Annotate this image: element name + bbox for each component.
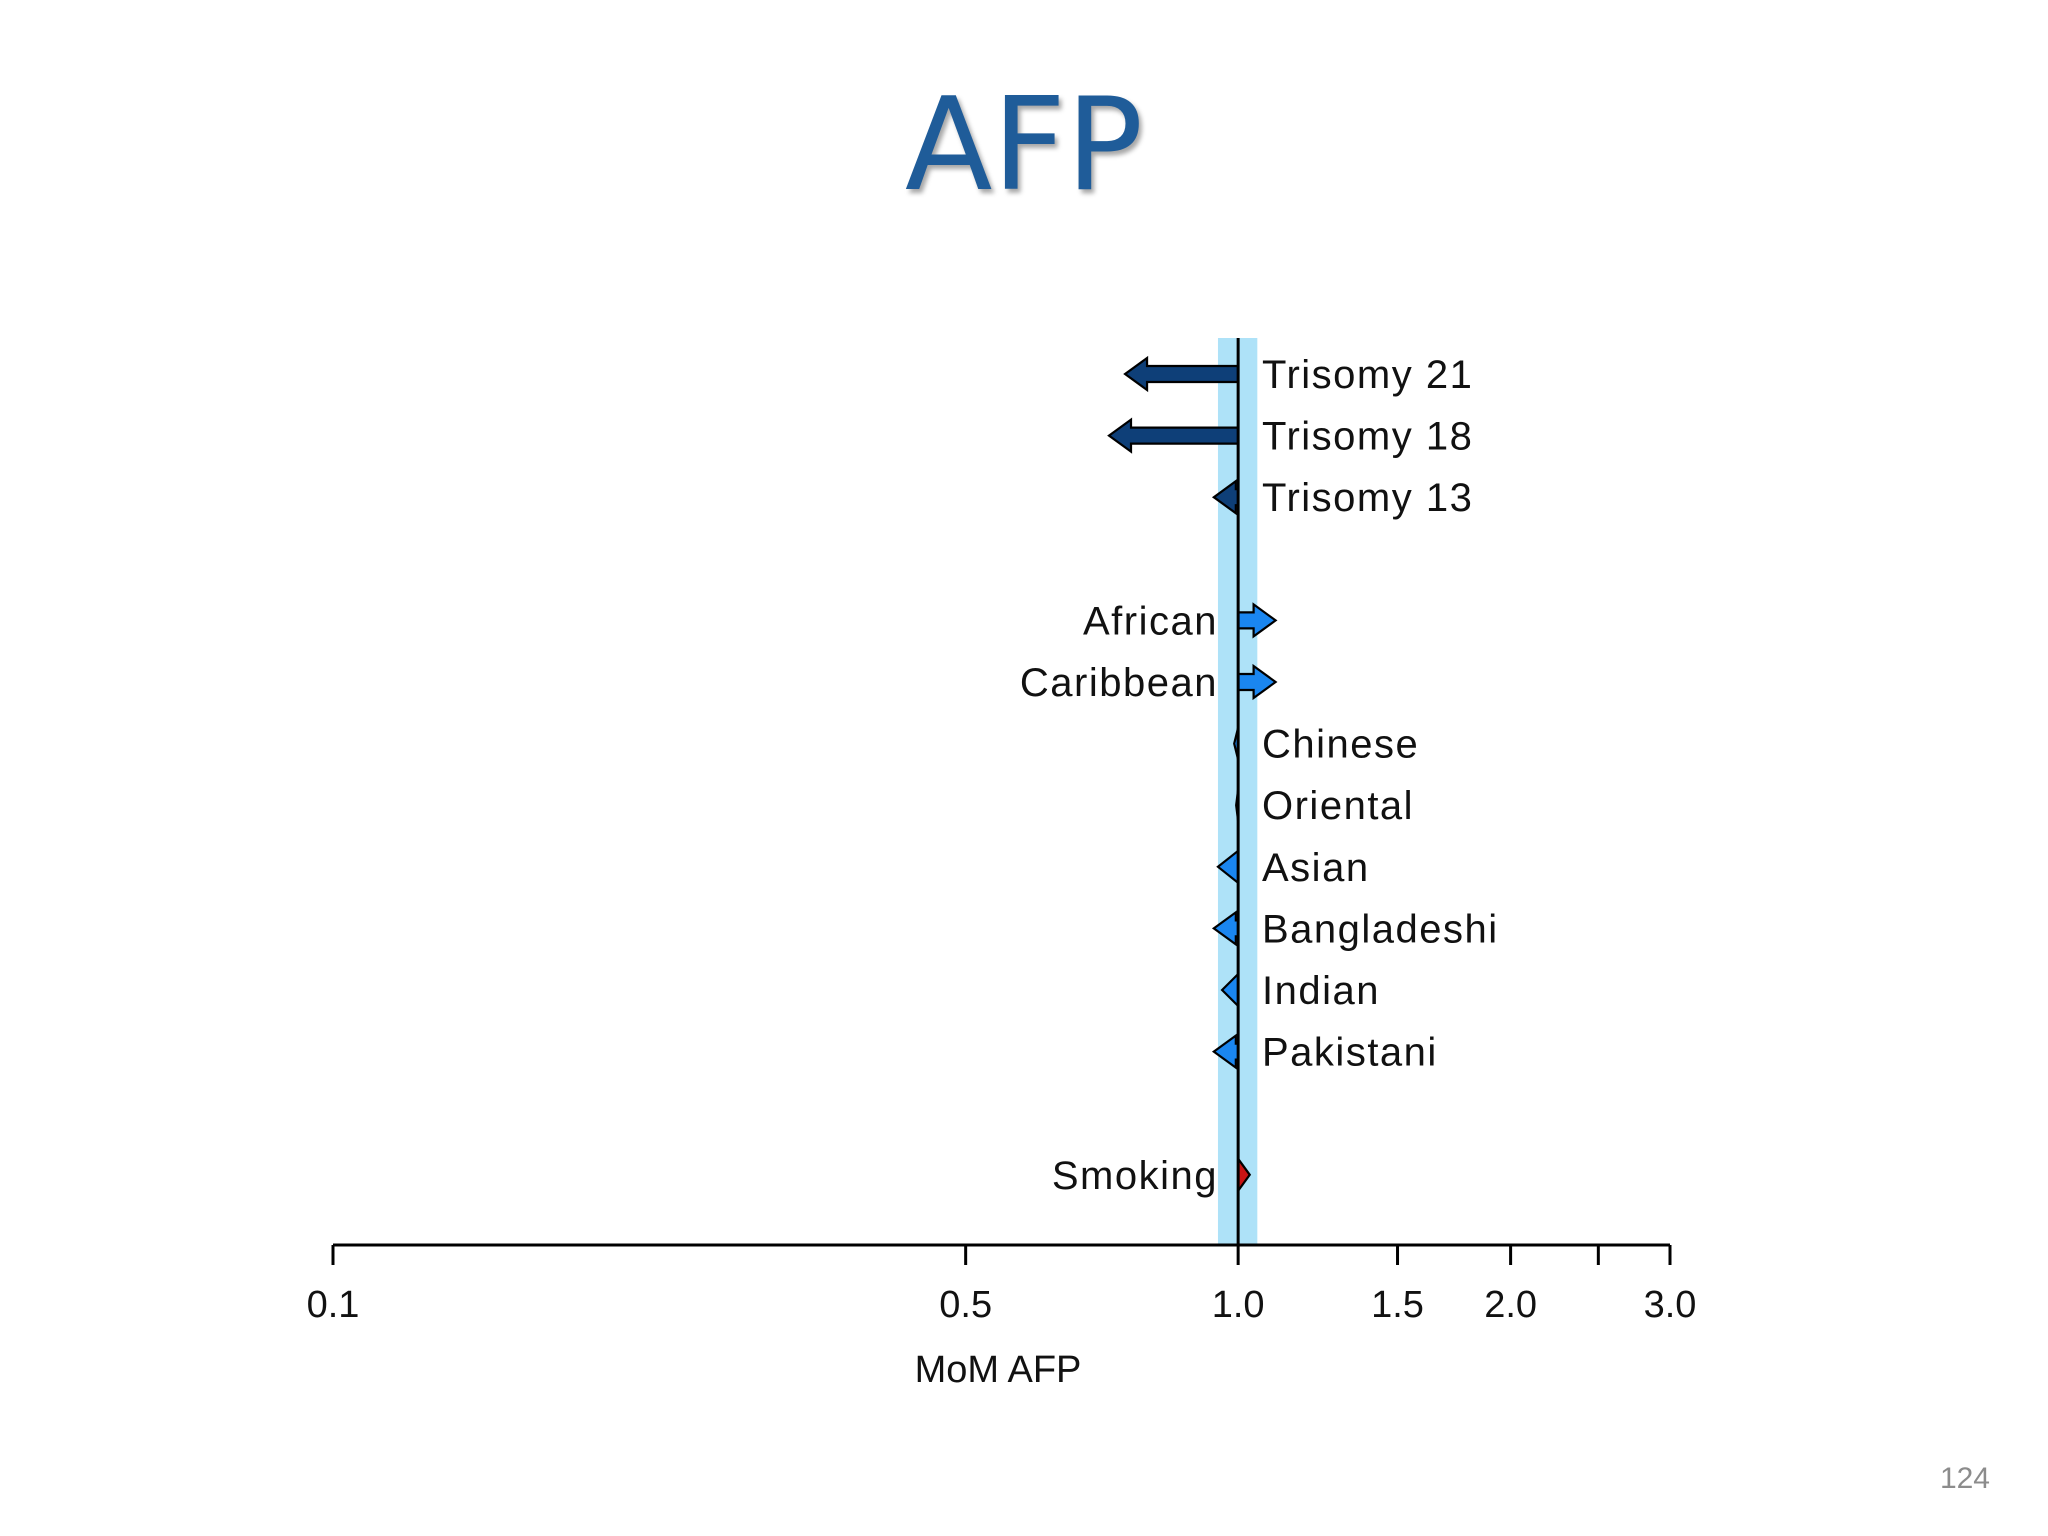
row-label-smoking: Smoking xyxy=(1052,1154,1218,1198)
x-tick-label-6: 3.0 xyxy=(1644,1284,1697,1326)
row-label-asian: Asian xyxy=(1262,846,1370,890)
row-label-trisomy-18: Trisomy 18 xyxy=(1262,415,1473,459)
row-labels: Trisomy 21 Trisomy 18 Trisomy 13 African Car… xyxy=(1020,353,1499,1198)
slide-title: AFP xyxy=(904,71,1144,220)
row-label-indian: Indian xyxy=(1262,969,1380,1013)
x-tick-label-2: 1.0 xyxy=(1212,1284,1265,1326)
x-tick-label-0: 0.1 xyxy=(307,1284,360,1326)
arrow-trisomy-21 xyxy=(1123,355,1240,393)
x-tick-label-3: 1.5 xyxy=(1371,1284,1424,1326)
page-number: 124 xyxy=(1939,1462,1990,1495)
row-label-chinese: Chinese xyxy=(1262,723,1419,767)
x-tick-label-1: 0.5 xyxy=(939,1284,992,1326)
row-label-trisomy-13: Trisomy 13 xyxy=(1262,476,1473,520)
arrow-trisomy-18 xyxy=(1107,417,1240,454)
x-tick-label-4: 2.0 xyxy=(1484,1284,1537,1326)
x-axis-ticks: 0.1 0.5 1.0 1.5 2.0 3.0 xyxy=(307,1245,1697,1326)
arrow-caribbean xyxy=(1237,663,1278,701)
row-label-oriental: Oriental xyxy=(1262,784,1414,828)
arrow-african xyxy=(1237,602,1278,639)
effect-arrows xyxy=(1107,355,1278,1195)
x-axis-title: MoM AFP xyxy=(915,1349,1082,1391)
x-axis: 0.1 0.5 1.0 1.5 2.0 3.0 MoM AFP xyxy=(307,1243,1697,1391)
row-label-pakistani: Pakistani xyxy=(1262,1031,1438,1075)
row-label-caribbean: Caribbean xyxy=(1020,661,1218,705)
row-label-african: African xyxy=(1083,599,1218,643)
row-label-bangladeshi: Bangladeshi xyxy=(1262,907,1499,951)
row-label-trisomy-21: Trisomy 21 xyxy=(1262,353,1473,397)
